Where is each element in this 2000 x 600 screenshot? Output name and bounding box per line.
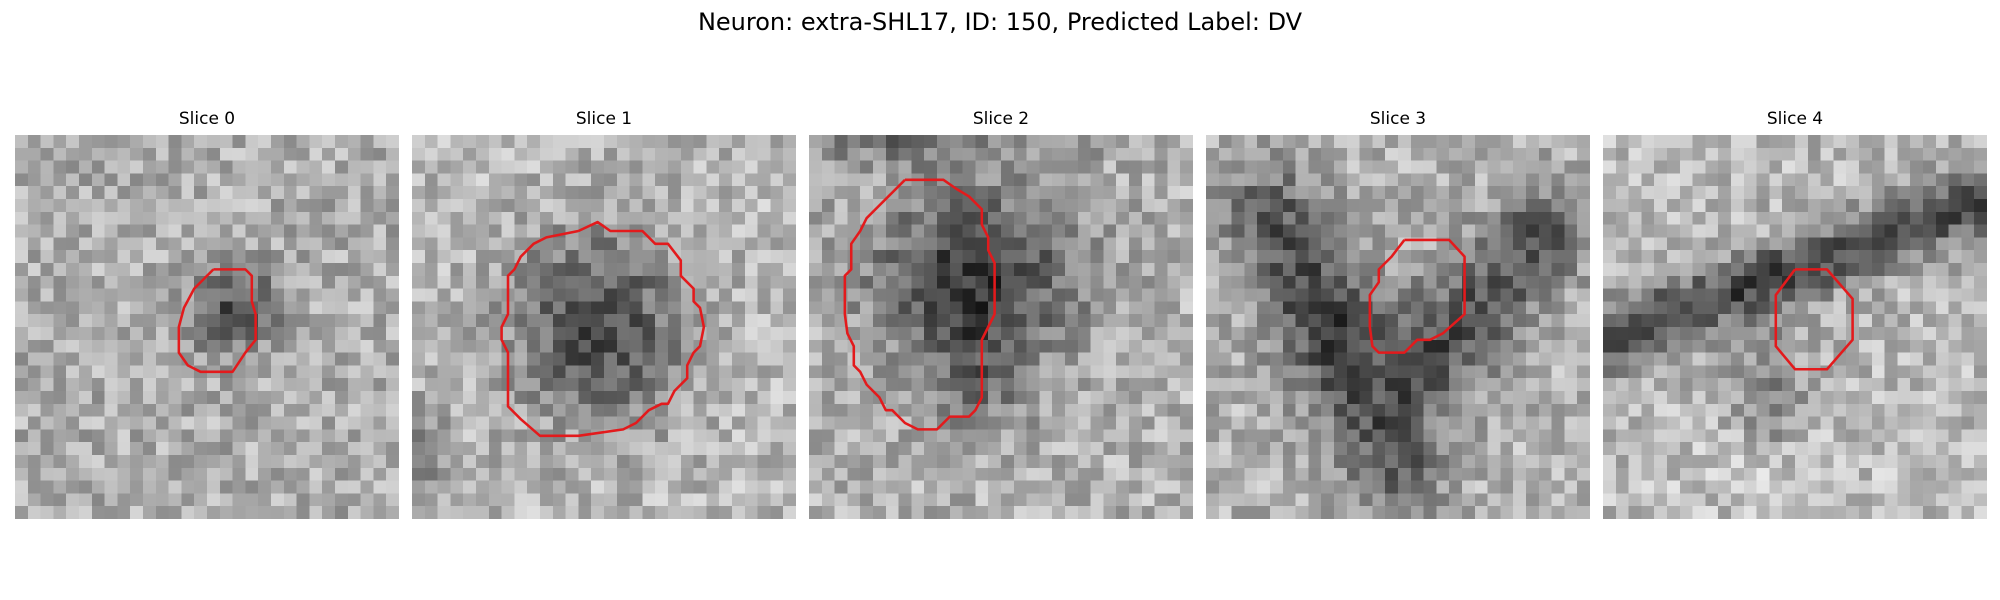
segmentation-contour [177,268,257,374]
slice-panel-2: Slice 2 [809,108,1193,519]
slice-title: Slice 3 [1369,109,1427,129]
segmentation-contour [500,220,706,438]
slice-pixel-grid [412,135,796,519]
slice-image [1206,135,1590,519]
segmentation-contour [843,178,996,431]
slice-title: Slice 0 [178,109,236,129]
slice-title: Slice 4 [1766,109,1824,129]
slice-image [809,135,1193,519]
segmentation-contour [1774,268,1854,371]
slice-image [15,135,399,519]
slice-pixel-grid [1206,135,1590,519]
slice-pixel-grid [1603,135,1987,519]
slice-panel-3: Slice 3 [1206,108,1590,519]
slice-title: Slice 1 [575,109,633,129]
figure-title: Neuron: extra-SHL17, ID: 150, Predicted … [697,8,1303,36]
slice-panel-4: Slice 4 [1603,108,1987,519]
slice-panel-0: Slice 0 [15,108,399,519]
slice-pixel-grid [809,135,1193,519]
slice-panel-1: Slice 1 [412,108,796,519]
slice-title: Slice 2 [972,109,1030,129]
slice-image [1603,135,1987,519]
slice-pixel-grid [15,135,399,519]
slice-image [412,135,796,519]
segmentation-contour [1368,238,1466,354]
